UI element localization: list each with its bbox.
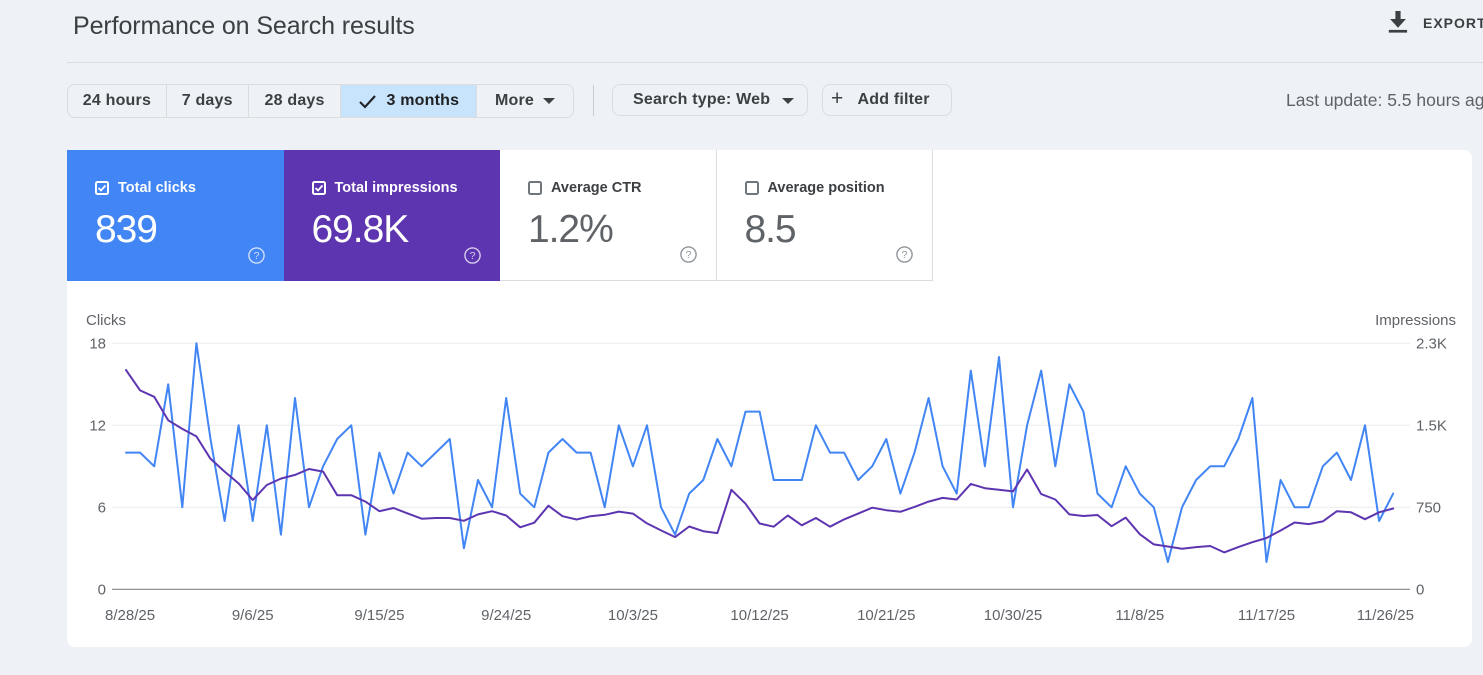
svg-text:0: 0 bbox=[98, 582, 106, 599]
svg-text:1.5K: 1.5K bbox=[1416, 418, 1447, 435]
svg-text:2.3K: 2.3K bbox=[1416, 336, 1447, 353]
svg-text:10/21/25: 10/21/25 bbox=[857, 607, 915, 624]
svg-text:10/12/25: 10/12/25 bbox=[730, 607, 788, 624]
svg-text:11/8/25: 11/8/25 bbox=[1115, 607, 1164, 624]
svg-text:8/28/25: 8/28/25 bbox=[105, 607, 155, 624]
svg-text:0: 0 bbox=[1416, 582, 1424, 599]
svg-text:?: ? bbox=[470, 250, 476, 262]
svg-text:10/30/25: 10/30/25 bbox=[984, 607, 1042, 624]
svg-text:12: 12 bbox=[89, 418, 106, 435]
svg-text:18: 18 bbox=[89, 336, 106, 353]
svg-text:10/3/25: 10/3/25 bbox=[608, 607, 658, 624]
svg-text:9/15/25: 9/15/25 bbox=[354, 607, 404, 624]
svg-text:9/24/25: 9/24/25 bbox=[481, 607, 531, 624]
svg-text:?: ? bbox=[902, 249, 908, 261]
svg-text:11/17/25: 11/17/25 bbox=[1238, 607, 1295, 624]
svg-text:Impressions: Impressions bbox=[1375, 312, 1456, 329]
svg-text:Clicks: Clicks bbox=[86, 312, 126, 329]
svg-text:9/6/25: 9/6/25 bbox=[232, 607, 274, 624]
svg-text:11/26/25: 11/26/25 bbox=[1357, 607, 1414, 624]
svg-text:750: 750 bbox=[1416, 500, 1441, 517]
svg-text:6: 6 bbox=[98, 500, 106, 517]
svg-text:?: ? bbox=[253, 250, 259, 262]
svg-text:?: ? bbox=[685, 249, 691, 261]
